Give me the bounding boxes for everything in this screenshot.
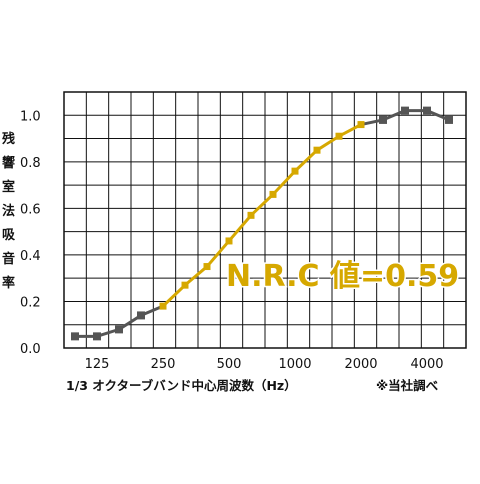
y-axis-label-char: 響 <box>2 155 15 171</box>
data-point <box>291 167 299 175</box>
x-tick-label: 2000 <box>344 357 377 372</box>
series-segment <box>315 134 341 152</box>
y-tick-label: 0.0 <box>20 342 41 357</box>
data-point <box>203 263 211 271</box>
series-segment <box>249 192 275 217</box>
x-tick-label: 250 <box>151 357 176 372</box>
data-point <box>445 115 453 124</box>
x-tick-label: 500 <box>217 357 242 372</box>
x-tick-label: 125 <box>85 357 110 372</box>
data-point <box>137 311 145 320</box>
series-segment <box>337 123 363 138</box>
y-tick-labels: 0.0 0.2 0.4 0.6 0.8 1.0 <box>20 109 41 357</box>
data-point <box>159 302 167 310</box>
series-segment <box>227 213 253 243</box>
y-axis-label-char: 残 <box>2 131 15 147</box>
x-tick-label: 1000 <box>278 357 311 372</box>
data-point <box>379 115 387 124</box>
series-segment <box>293 148 319 173</box>
x-tick-label: 4000 <box>410 357 443 372</box>
y-tick-label: 0.6 <box>20 202 41 217</box>
x-axis-label: 1/3 オクターブバンド中心周波数（Hz） <box>66 378 297 393</box>
data-point <box>269 190 277 198</box>
y-axis-label-char: 音 <box>2 251 15 267</box>
data-point <box>313 146 321 154</box>
series-segment <box>271 169 297 196</box>
y-tick-label: 0.2 <box>20 295 41 310</box>
series-segment <box>161 283 187 308</box>
grid <box>63 91 467 349</box>
y-tick-label: 0.8 <box>20 156 41 171</box>
plot-frame <box>63 91 467 349</box>
x-tick-labels: 125 250 500 1000 2000 4000 <box>85 357 444 372</box>
y-axis-label-char: 室 <box>2 179 15 195</box>
y-tick-label: 1.0 <box>20 109 41 124</box>
data-point <box>247 211 255 219</box>
data-point <box>335 132 343 140</box>
data-point <box>181 281 189 289</box>
data-point <box>225 237 233 245</box>
y-axis-label-char: 吸 <box>2 228 16 243</box>
footnote: ※当社調べ <box>376 378 439 393</box>
series-points <box>71 106 453 341</box>
data-point <box>71 332 79 341</box>
y-axis-label-char: 法 <box>2 203 15 219</box>
series-segment <box>183 265 209 287</box>
data-point <box>423 106 431 115</box>
data-point <box>357 121 365 129</box>
data-point <box>115 325 123 334</box>
nrc-annotation: N.R.C 値=0.59 <box>226 259 459 294</box>
y-axis-label-char: 率 <box>2 275 15 291</box>
data-point <box>93 332 101 341</box>
data-point <box>401 106 409 115</box>
y-tick-label: 0.4 <box>20 249 41 264</box>
series-segment <box>205 239 231 269</box>
